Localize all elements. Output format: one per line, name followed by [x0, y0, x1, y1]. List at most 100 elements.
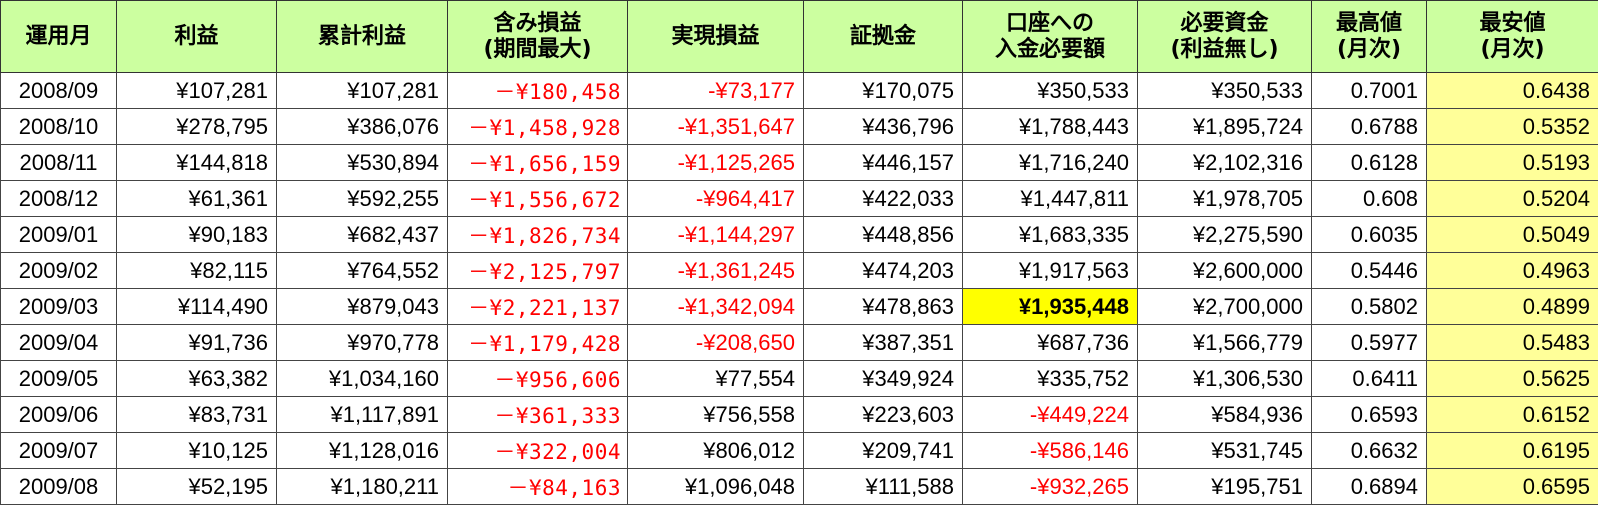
cell-cumulative-profit: ¥1,180,211: [276, 468, 448, 505]
table-row: 2009/05 ¥63,382 ¥1,034,160 －¥956,606 ¥77…: [0, 360, 1598, 397]
cell-profit: ¥114,490: [116, 288, 277, 325]
cell-required-deposit: ¥1,716,240: [962, 144, 1138, 181]
cell-profit: ¥107,281: [116, 72, 277, 109]
cell-realized-pl: -¥1,342,094: [627, 288, 804, 325]
table-row: 2009/06 ¥83,731 ¥1,117,891 －¥361,333 ¥75…: [0, 396, 1598, 433]
header-margin: 証拠金: [803, 0, 963, 73]
table-row: 2009/07 ¥10,125 ¥1,128,016 －¥322,004 ¥80…: [0, 432, 1598, 469]
cell-month: 2008/12: [0, 180, 117, 217]
header-label: 運用月: [25, 23, 92, 49]
cell-month: 2008/09: [0, 72, 117, 109]
header-label: 利益: [174, 23, 219, 49]
cell-required-deposit: ¥1,917,563: [962, 252, 1138, 289]
cell-realized-pl: ¥806,012: [627, 432, 804, 469]
header-label: 証拠金: [849, 23, 916, 49]
cell-profit: ¥52,195: [116, 468, 277, 505]
header-monthly-high: 最高値 (月次): [1311, 0, 1427, 73]
cell-margin: ¥223,603: [803, 396, 963, 433]
header-row: 運用月 利益 累計利益 含み損益 (期間最大) 実現損益 証拠金 口座への 入金必要…: [0, 0, 1598, 73]
table-row: 2008/11 ¥144,818 ¥530,894 －¥1,656,159 -¥…: [0, 144, 1598, 181]
cell-required-funds: ¥2,102,316: [1137, 144, 1312, 181]
cell-cumulative-profit: ¥107,281: [276, 72, 448, 109]
cell-required-funds: ¥1,566,779: [1137, 324, 1312, 361]
cell-required-deposit: ¥687,736: [962, 324, 1138, 361]
cell-unrealized-pl: －¥1,826,734: [447, 216, 628, 253]
cell-required-deposit: -¥586,146: [962, 432, 1138, 469]
cell-realized-pl: -¥1,361,245: [627, 252, 804, 289]
header-label: 最安値: [1479, 10, 1546, 36]
cell-cumulative-profit: ¥1,034,160: [276, 360, 448, 397]
cell-required-deposit: -¥449,224: [962, 396, 1138, 433]
header-monthly-low: 最安値 (月次): [1426, 0, 1598, 73]
cell-monthly-high: 0.7001: [1311, 72, 1427, 109]
cell-cumulative-profit: ¥1,117,891: [276, 396, 448, 433]
cell-realized-pl: -¥208,650: [627, 324, 804, 361]
cell-realized-pl: ¥756,558: [627, 396, 804, 433]
cell-monthly-high: 0.608: [1311, 180, 1427, 217]
cell-required-deposit: ¥335,752: [962, 360, 1138, 397]
cell-cumulative-profit: ¥592,255: [276, 180, 448, 217]
cell-margin: ¥478,863: [803, 288, 963, 325]
cell-monthly-high: 0.6632: [1311, 432, 1427, 469]
cell-unrealized-pl: －¥2,125,797: [447, 252, 628, 289]
cell-month: 2009/05: [0, 360, 117, 397]
table-row: 2009/01 ¥90,183 ¥682,437 －¥1,826,734 -¥1…: [0, 216, 1598, 253]
cell-monthly-high: 0.5977: [1311, 324, 1427, 361]
cell-month: 2009/04: [0, 324, 117, 361]
cell-unrealized-pl: －¥180,458: [447, 72, 628, 109]
cell-monthly-low: 0.5049: [1426, 216, 1598, 253]
cell-required-deposit: ¥1,788,443: [962, 108, 1138, 145]
header-label: 実現損益: [671, 23, 760, 49]
cell-required-funds: ¥195,751: [1137, 468, 1312, 505]
cell-profit: ¥278,795: [116, 108, 277, 145]
cell-realized-pl: ¥1,096,048: [627, 468, 804, 505]
cell-cumulative-profit: ¥764,552: [276, 252, 448, 289]
cell-cumulative-profit: ¥530,894: [276, 144, 448, 181]
table-row: 2009/02 ¥82,115 ¥764,552 －¥2,125,797 -¥1…: [0, 252, 1598, 289]
cell-margin: ¥446,157: [803, 144, 963, 181]
header-unrealized-pl: 含み損益 (期間最大): [447, 0, 628, 73]
cell-monthly-high: 0.6593: [1311, 396, 1427, 433]
cell-margin: ¥111,588: [803, 468, 963, 505]
cell-profit: ¥10,125: [116, 432, 277, 469]
cell-required-deposit: -¥932,265: [962, 468, 1138, 505]
cell-realized-pl: -¥73,177: [627, 72, 804, 109]
cell-margin: ¥474,203: [803, 252, 963, 289]
cell-profit: ¥90,183: [116, 216, 277, 253]
cell-cumulative-profit: ¥970,778: [276, 324, 448, 361]
cell-monthly-low: 0.5483: [1426, 324, 1598, 361]
cell-unrealized-pl: －¥361,333: [447, 396, 628, 433]
cell-required-funds: ¥1,978,705: [1137, 180, 1312, 217]
cell-margin: ¥209,741: [803, 432, 963, 469]
header-sublabel: (月次): [1480, 36, 1545, 62]
cell-monthly-low: 0.6595: [1426, 468, 1598, 505]
cell-monthly-high: 0.5802: [1311, 288, 1427, 325]
table-row: 2009/04 ¥91,736 ¥970,778 －¥1,179,428 -¥2…: [0, 324, 1598, 361]
header-cumulative-profit: 累計利益: [276, 0, 448, 73]
cell-month: 2009/08: [0, 468, 117, 505]
cell-cumulative-profit: ¥879,043: [276, 288, 448, 325]
cell-cumulative-profit: ¥386,076: [276, 108, 448, 145]
cell-realized-pl: -¥1,125,265: [627, 144, 804, 181]
cell-realized-pl: -¥964,417: [627, 180, 804, 217]
cell-monthly-low: 0.6438: [1426, 72, 1598, 109]
cell-unrealized-pl: －¥1,556,672: [447, 180, 628, 217]
table-body: 2008/09 ¥107,281 ¥107,281 －¥180,458 -¥73…: [0, 72, 1598, 505]
cell-monthly-low: 0.5352: [1426, 108, 1598, 145]
cell-monthly-high: 0.6035: [1311, 216, 1427, 253]
header-label: 最高値: [1335, 10, 1402, 36]
cell-monthly-low: 0.5204: [1426, 180, 1598, 217]
cell-monthly-high: 0.6128: [1311, 144, 1427, 181]
cell-monthly-high: 0.6411: [1311, 360, 1427, 397]
cell-monthly-high: 0.5446: [1311, 252, 1427, 289]
cell-monthly-low: 0.4899: [1426, 288, 1598, 325]
cell-profit: ¥91,736: [116, 324, 277, 361]
cell-monthly-low: 0.4963: [1426, 252, 1598, 289]
cell-required-funds: ¥531,745: [1137, 432, 1312, 469]
cell-margin: ¥422,033: [803, 180, 963, 217]
cell-month: 2009/02: [0, 252, 117, 289]
header-required-funds: 必要資金 (利益無し): [1137, 0, 1312, 73]
cell-monthly-high: 0.6788: [1311, 108, 1427, 145]
table-row: 2008/12 ¥61,361 ¥592,255 －¥1,556,672 -¥9…: [0, 180, 1598, 217]
cell-required-funds: ¥1,895,724: [1137, 108, 1312, 145]
